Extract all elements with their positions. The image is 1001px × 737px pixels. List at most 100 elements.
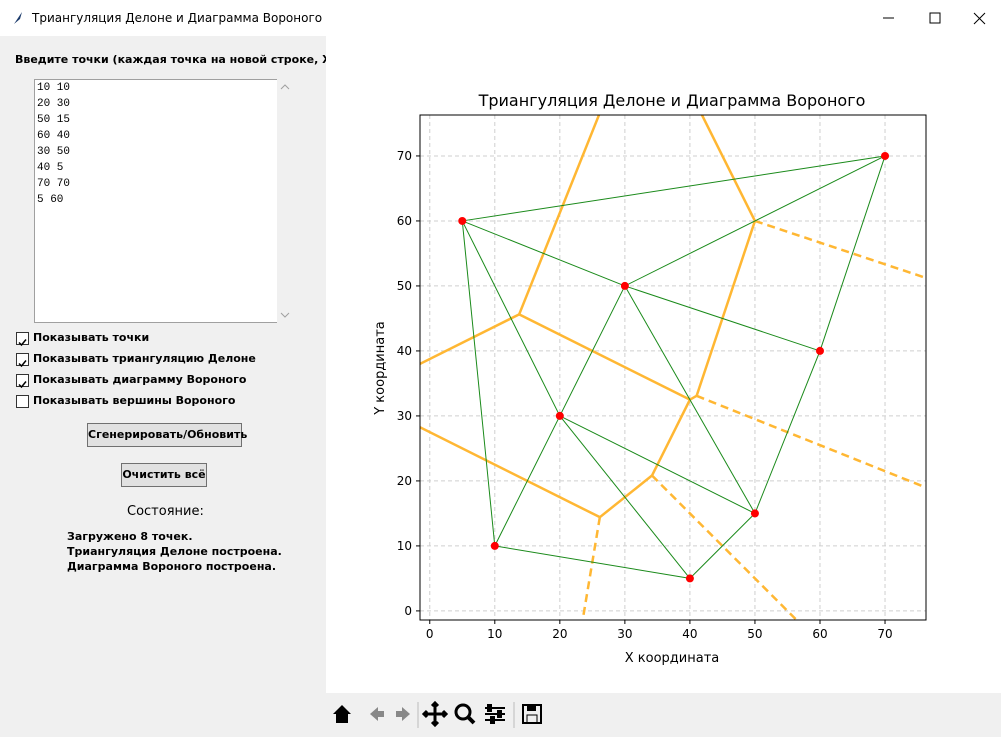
voronoi-edge [754, 219, 926, 280]
zoom-button[interactable] [454, 703, 476, 725]
delaunay-edge [559, 285, 626, 417]
x-tick-label: 20 [552, 627, 567, 641]
home-button[interactable] [333, 705, 351, 723]
pan-button[interactable] [421, 700, 449, 728]
scroll-arrows [280, 84, 290, 318]
y-axis-label: Y координата [373, 321, 388, 416]
delaunay-edge [494, 415, 561, 547]
voronoi-edge [700, 115, 757, 222]
check-mark [18, 360, 27, 368]
maximize[interactable] [929, 12, 941, 24]
voronoi-edge [599, 474, 653, 519]
x-axis-label: X координата [625, 651, 720, 666]
input-line: 20 30 [37, 98, 71, 110]
y-tick-label: 70 [397, 149, 412, 163]
y-tick-label: 30 [397, 409, 412, 423]
checkbox[interactable] [16, 353, 29, 368]
save-button[interactable] [522, 704, 542, 724]
checkbox-label[interactable]: Показывать диаграмму Вороного [33, 373, 247, 386]
configure-button[interactable] [485, 704, 505, 724]
delaunay-edge [461, 220, 496, 546]
voronoi-edge [651, 474, 799, 620]
generate-button[interactable]: Сгенерировать/Обновить [87, 423, 247, 447]
scrollbar[interactable] [277, 79, 293, 323]
point [815, 346, 824, 355]
delaunay-edge [624, 285, 756, 514]
y-tick-label: 0 [404, 604, 412, 618]
delaunay-edge [559, 415, 756, 514]
delaunay-edge [754, 350, 821, 514]
status-title: Состояние: [127, 504, 204, 519]
point [881, 151, 890, 160]
input-line: 70 70 [37, 178, 71, 190]
y-tick-label: 50 [397, 279, 412, 293]
delaunay-edge [461, 220, 561, 417]
y-tick-label: 60 [397, 214, 412, 228]
input-line: 50 15 [37, 114, 71, 126]
delaunay-edge [494, 545, 690, 579]
chart: Триангуляция Делоне и Диаграмма Вороного… [373, 91, 927, 666]
x-tick-label: 70 [877, 627, 892, 641]
plot-area: Триангуляция Делоне и Диаграмма Вороного… [326, 36, 1001, 693]
y-tick-label: 20 [397, 474, 412, 488]
delaunay-edge [819, 155, 886, 352]
forward-button[interactable] [396, 707, 410, 721]
voronoi-edge [696, 394, 926, 489]
checkbox[interactable] [16, 332, 29, 347]
delaunay-edge [462, 155, 886, 222]
checkbox[interactable] [16, 374, 29, 389]
delaunay-edge [689, 513, 756, 579]
plot-frame [419, 114, 927, 621]
chart-title: Триангуляция Делоне и Диаграмма Вороного [478, 91, 866, 110]
check-mark [18, 339, 27, 347]
input-line: 10 10 [37, 82, 71, 94]
app-icon [14, 12, 22, 24]
checkbox[interactable] [16, 395, 29, 408]
delaunay-edge [559, 415, 691, 579]
point [490, 541, 499, 550]
checkbox-label[interactable]: Показывать триангуляцию Делоне [33, 352, 256, 365]
delaunay-edge [624, 155, 886, 287]
x-tick-label: 40 [682, 627, 697, 641]
close[interactable] [973, 12, 986, 25]
input-line: 30 50 [37, 146, 71, 158]
input-line: 60 40 [37, 130, 71, 142]
point [458, 216, 467, 225]
title-bar: Триангуляция Делоне и Диаграмма Вороного [0, 0, 1001, 36]
y-tick-label: 10 [397, 539, 412, 553]
y-tick-label: 40 [397, 344, 412, 358]
point [555, 411, 564, 420]
clear-button[interactable]: Очистить всё [121, 463, 207, 487]
check-mark [18, 381, 27, 389]
voronoi-edge [518, 115, 601, 315]
window-title: Триангуляция Делоне и Диаграмма Вороного [32, 11, 323, 25]
checkbox-label[interactable]: Показывать точки [33, 331, 150, 344]
voronoi-edge [420, 425, 601, 519]
voronoi-edge [650, 399, 692, 477]
input-line: 40 5 [37, 162, 64, 174]
back-button[interactable] [370, 707, 384, 721]
delaunay-edge [462, 220, 626, 287]
point [750, 509, 759, 518]
status-line: Загружено 8 точек. [67, 530, 193, 543]
window-controls[interactable] [870, 0, 1001, 36]
x-tick-label: 50 [747, 627, 762, 641]
voronoi-edge [695, 220, 757, 397]
toolbar [333, 700, 542, 728]
voronoi-edge [581, 516, 602, 620]
x-tick-label: 60 [812, 627, 827, 641]
x-tick-label: 0 [426, 627, 434, 641]
checkbox-label[interactable]: Показывать вершины Вороного [33, 394, 236, 407]
voronoi-edge [420, 313, 520, 366]
input-line: 5 60 [37, 194, 64, 206]
x-tick-label: 10 [487, 627, 502, 641]
input-label: Введите точки (каждая точка на новой стр… [15, 53, 352, 66]
voronoi-edge [689, 394, 698, 401]
points-textarea[interactable] [34, 79, 278, 323]
point [685, 574, 694, 583]
x-tick-label: 30 [617, 627, 632, 641]
point [620, 281, 629, 290]
status-line: Диаграмма Вороного построена. [67, 560, 277, 573]
delaunay-edge [624, 285, 821, 352]
